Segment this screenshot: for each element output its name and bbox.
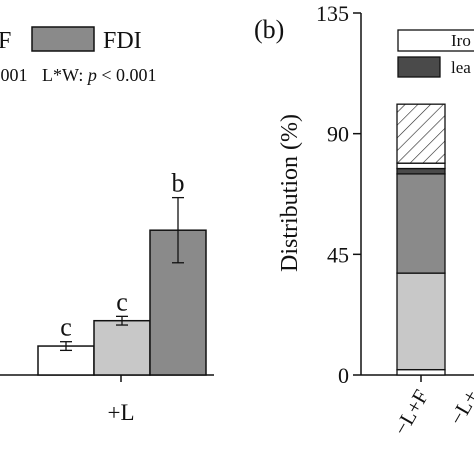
- significance-letter-1: c: [60, 313, 72, 342]
- stack-segment-2: [396, 272, 446, 371]
- legend-swatch-fdi: [31, 26, 95, 52]
- stats-right-prefix: L*W:: [42, 65, 88, 85]
- panel-b-category-2: −L+: [444, 386, 474, 430]
- stats-right-p: p: [86, 65, 97, 85]
- panel-a-bars: c c b: [37, 169, 207, 376]
- legend-label-f: F: [0, 28, 11, 54]
- stats-right-suffix: < 0.001: [101, 65, 156, 85]
- panel-b-label: (b): [254, 15, 284, 44]
- stack-segment-3: [396, 173, 446, 274]
- y-tick-label-2: 90: [327, 122, 349, 147]
- panel-b-category-1: −L+F: [388, 386, 433, 440]
- stack-segment-5: [396, 162, 446, 170]
- legend-label-lea: lea: [451, 58, 471, 77]
- stats-left: .001: [0, 65, 28, 85]
- y-tick-label-3: 135: [316, 1, 349, 26]
- panel-a-group-label: +L: [107, 400, 134, 425]
- panel-a: F FDI .001 L*W: p < 0.001 +L c c b: [0, 26, 214, 425]
- y-tick-label-0: 0: [338, 363, 349, 388]
- legend-label-fdi: FDI: [103, 28, 142, 54]
- panel-b: (b) Distribution (%) 0 45 90 135 Iro lea −L…: [254, 1, 474, 439]
- stack-segment-6: [396, 103, 446, 164]
- legend-label-iro: Iro: [451, 31, 471, 50]
- legend-swatch-iro: [397, 29, 474, 52]
- significance-letter-3: b: [172, 169, 185, 198]
- stack-segment-1: [396, 368, 446, 376]
- panel-b-ylabel: Distribution (%): [277, 114, 303, 272]
- panel-b-y-ticks: 0 45 90 135: [316, 1, 361, 388]
- stack-segment-4: [396, 167, 446, 175]
- stats-text: .001 L*W: p < 0.001: [0, 65, 156, 85]
- legend-swatch-lea: [397, 56, 441, 78]
- significance-letter-2: c: [116, 287, 128, 316]
- panel-b-stacked-bar: [396, 103, 446, 376]
- bar-2: [93, 319, 151, 376]
- y-tick-label-1: 45: [327, 242, 349, 267]
